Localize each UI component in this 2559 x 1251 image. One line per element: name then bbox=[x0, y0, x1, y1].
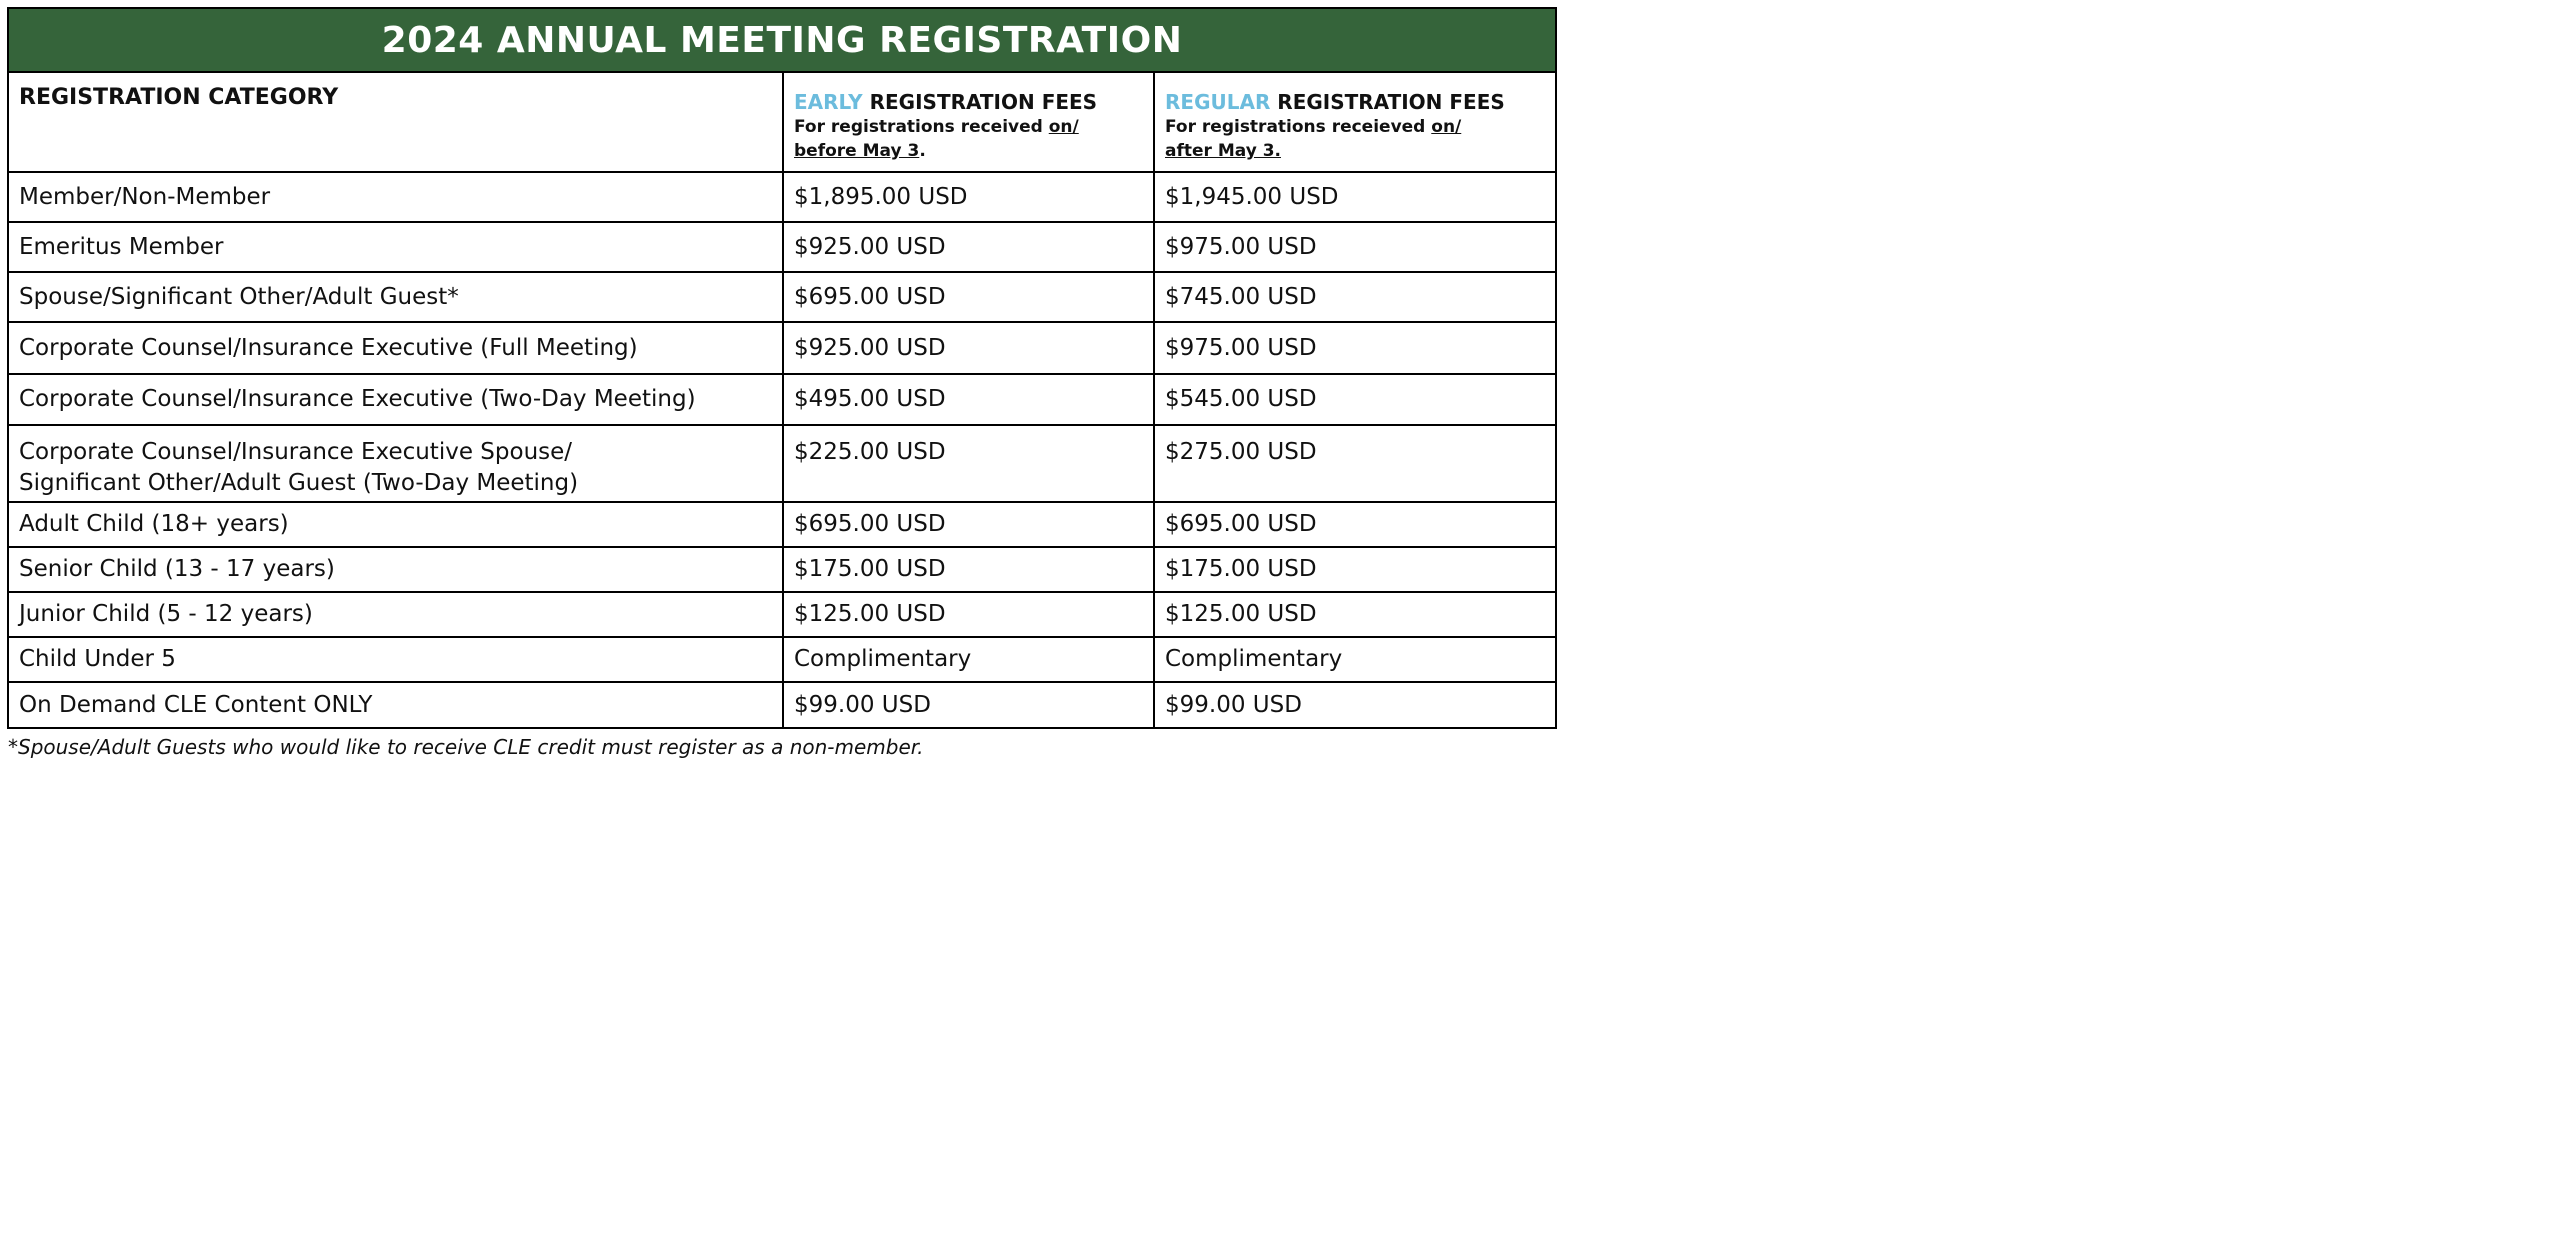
category-cell: On Demand CLE Content ONLY bbox=[19, 691, 373, 718]
early-fee-cell: $925.00 USD bbox=[782, 223, 1153, 271]
regular-fee-cell: $695.00 USD bbox=[1153, 503, 1555, 546]
regular-note-prefix: For registrations receieved bbox=[1165, 117, 1432, 137]
regular-fee-cell: $275.00 USD bbox=[1153, 426, 1555, 501]
regular-accent: REGULAR bbox=[1165, 90, 1271, 114]
registration-table: 2024 ANNUAL MEETING REGISTRATION REGISTR… bbox=[7, 7, 1557, 729]
early-fees-note: For registrations received on/before May… bbox=[794, 115, 1079, 163]
regular-fees-heading: REGULAR REGISTRATION FEES bbox=[1165, 73, 1505, 115]
early-fee-cell: $925.00 USD bbox=[782, 323, 1153, 373]
early-fee-cell: $695.00 USD bbox=[782, 273, 1153, 321]
early-accent: EARLY bbox=[794, 90, 863, 114]
early-heading-rest: REGISTRATION FEES bbox=[862, 90, 1098, 114]
category-header: REGISTRATION CATEGORY bbox=[19, 85, 339, 110]
header-row: REGISTRATION CATEGORY EARLY REGISTRATION… bbox=[9, 73, 1555, 173]
category-header-cell: REGISTRATION CATEGORY bbox=[9, 73, 782, 171]
regular-heading-rest: REGISTRATION FEES bbox=[1270, 90, 1505, 114]
early-fee-cell: $99.00 USD bbox=[782, 683, 1153, 727]
regular-fee-cell: $1,945.00 USD bbox=[1153, 173, 1555, 221]
regular-fees-note: For registrations receieved on/after May… bbox=[1165, 115, 1461, 163]
category-cell: Child Under 5 bbox=[19, 646, 176, 672]
early-fee-cell: Complimentary bbox=[782, 638, 1153, 681]
table-row: Adult Child (18+ years) $695.00 USD $695… bbox=[9, 503, 1555, 548]
table-row: Corporate Counsel/Insurance Executive (T… bbox=[9, 375, 1555, 426]
early-header-cell: EARLY REGISTRATION FEES For registration… bbox=[782, 73, 1153, 171]
early-note-prefix: For registrations received bbox=[794, 117, 1049, 137]
regular-fee-cell: Complimentary bbox=[1153, 638, 1555, 681]
regular-header-cell: REGULAR REGISTRATION FEES For registrati… bbox=[1153, 73, 1555, 171]
category-cell: Emeritus Member bbox=[19, 233, 224, 260]
regular-note-underlined-2: after May 3. bbox=[1165, 141, 1281, 161]
table-row: Spouse/Significant Other/Adult Guest* $6… bbox=[9, 273, 1555, 323]
table-title: 2024 ANNUAL MEETING REGISTRATION bbox=[9, 9, 1555, 73]
category-cell: Corporate Counsel/Insurance Executive (F… bbox=[19, 334, 638, 361]
early-note-underlined-2: before May 3 bbox=[794, 141, 920, 161]
early-note-underlined-1: on/ bbox=[1048, 117, 1079, 137]
table-row: Member/Non-Member $1,895.00 USD $1,945.0… bbox=[9, 173, 1555, 223]
early-fees-heading: EARLY REGISTRATION FEES bbox=[794, 73, 1097, 115]
regular-fee-cell: $745.00 USD bbox=[1153, 273, 1555, 321]
early-note-suffix: . bbox=[919, 141, 926, 161]
category-line-2: Significant Other/Adult Guest (Two-Day M… bbox=[19, 470, 579, 496]
category-cell: Spouse/Significant Other/Adult Guest* bbox=[19, 283, 459, 310]
regular-fee-cell: $125.00 USD bbox=[1153, 593, 1555, 636]
early-fee-cell: $175.00 USD bbox=[782, 548, 1153, 591]
category-line-1: Corporate Counsel/Insurance Executive Sp… bbox=[19, 439, 573, 465]
regular-fee-cell: $975.00 USD bbox=[1153, 323, 1555, 373]
regular-fee-cell: $975.00 USD bbox=[1153, 223, 1555, 271]
category-cell: Adult Child (18+ years) bbox=[19, 511, 289, 537]
regular-note-underlined-1: on/ bbox=[1431, 117, 1462, 137]
table-row: Senior Child (13 - 17 years) $175.00 USD… bbox=[9, 548, 1555, 593]
regular-fee-cell: $99.00 USD bbox=[1153, 683, 1555, 727]
table-row: Child Under 5 Complimentary Complimentar… bbox=[9, 638, 1555, 683]
table-row: Junior Child (5 - 12 years) $125.00 USD … bbox=[9, 593, 1555, 638]
footnote: *Spouse/Adult Guests who would like to r… bbox=[8, 735, 924, 759]
category-cell: Junior Child (5 - 12 years) bbox=[19, 601, 313, 627]
early-fee-cell: $695.00 USD bbox=[782, 503, 1153, 546]
early-fee-cell: $125.00 USD bbox=[782, 593, 1153, 636]
regular-fee-cell: $175.00 USD bbox=[1153, 548, 1555, 591]
category-cell: Corporate Counsel/Insurance Executive Sp… bbox=[9, 426, 782, 501]
category-cell: Senior Child (13 - 17 years) bbox=[19, 556, 335, 582]
table-row: Corporate Counsel/Insurance Executive Sp… bbox=[9, 426, 1555, 503]
early-fee-cell: $1,895.00 USD bbox=[782, 173, 1153, 221]
category-cell: Corporate Counsel/Insurance Executive (T… bbox=[19, 386, 696, 412]
table-row: Emeritus Member $925.00 USD $975.00 USD bbox=[9, 223, 1555, 273]
early-fee-cell: $225.00 USD bbox=[782, 426, 1153, 501]
table-row: On Demand CLE Content ONLY $99.00 USD $9… bbox=[9, 683, 1555, 727]
regular-fee-cell: $545.00 USD bbox=[1153, 375, 1555, 424]
category-cell: Member/Non-Member bbox=[19, 183, 271, 210]
table-row: Corporate Counsel/Insurance Executive (F… bbox=[9, 323, 1555, 375]
early-fee-cell: $495.00 USD bbox=[782, 375, 1153, 424]
